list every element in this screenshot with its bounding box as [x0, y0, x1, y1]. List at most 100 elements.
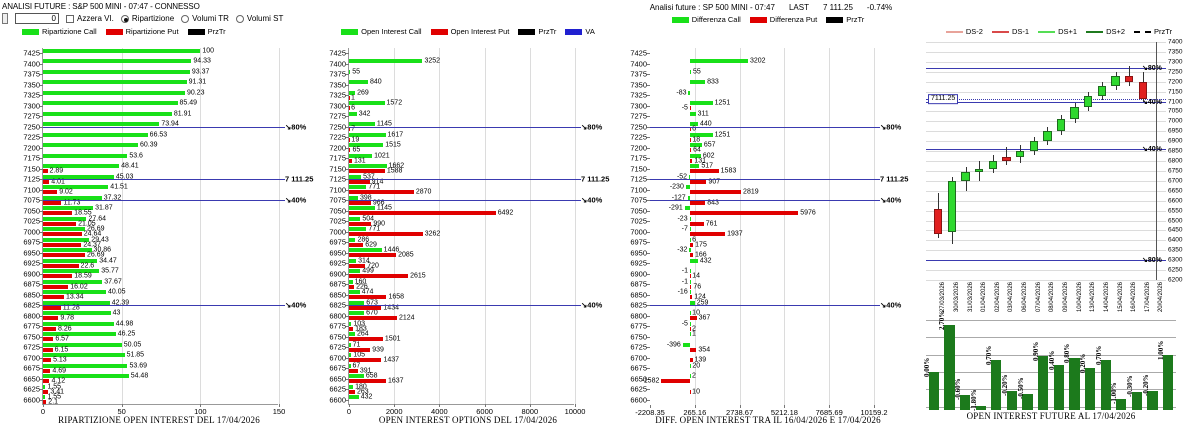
bar-call	[43, 353, 125, 358]
y-axis-label: 6700	[1168, 177, 1183, 185]
bar-call	[43, 258, 98, 263]
bar-put	[43, 400, 47, 405]
y-axis-label: 7275	[23, 111, 40, 121]
y-tick	[647, 357, 650, 359]
bar-pct	[1131, 392, 1143, 410]
x-tick-label: 10000	[564, 407, 586, 416]
y-axis-label: 6875	[630, 279, 647, 289]
bar-value-label: 26.69	[86, 225, 105, 233]
bar-value-label: 26.69	[86, 251, 105, 259]
bar-call	[349, 227, 367, 232]
y-tick	[346, 200, 349, 202]
y-axis-label: 6400	[1168, 236, 1183, 244]
chart3-caption: DIFF. OPEN INTEREST TRA IL 16/04/2026 E …	[655, 415, 881, 425]
y-tick	[647, 273, 650, 275]
bar-value-label: -5	[681, 104, 688, 112]
y-axis-label: 6850	[1168, 147, 1183, 155]
y-axis-label: 7150	[630, 164, 647, 173]
legend-label: PrzTr	[1154, 27, 1173, 36]
bar-put	[43, 274, 73, 279]
y-tick	[346, 347, 349, 349]
bar-value-label: 20	[692, 362, 701, 370]
x-date-label: 07/04/2026	[1035, 282, 1042, 313]
bar-value-label: 5.13	[53, 356, 67, 364]
bar-call	[349, 122, 375, 127]
x-date-label: 10/04/2026	[1076, 282, 1083, 313]
y-gridline	[926, 71, 1166, 73]
bar-pct	[1084, 368, 1096, 410]
bar-put	[689, 148, 692, 153]
y-tick	[40, 284, 43, 286]
y-axis-label: 6675	[630, 363, 647, 373]
y-gridline	[926, 220, 1166, 222]
bar-pct	[1163, 354, 1174, 410]
y-axis-label: 6850	[329, 290, 346, 299]
bar-value-label: 24.37	[83, 241, 101, 249]
y-axis-label: 6775	[329, 321, 346, 331]
legend-panel2: Open Interest Call Open Interest Put PrzTr…	[318, 24, 618, 36]
legend-label: Differenza Put	[769, 15, 818, 24]
radio-volumi-tr-label: Volumi TR	[192, 14, 229, 23]
y-tick	[647, 168, 650, 170]
bar-call	[349, 332, 355, 337]
bar-value-label: 139	[694, 356, 707, 364]
bar-call	[689, 321, 692, 326]
y-axis-label: 7150	[329, 164, 346, 173]
y-tick	[40, 378, 43, 380]
bar-call	[43, 342, 122, 347]
bar-call	[43, 269, 100, 274]
checkbox-azzera-vi[interactable]: Azzera VI.	[66, 14, 114, 23]
y-tick	[647, 389, 650, 391]
bar-call	[43, 195, 102, 200]
y-tick	[346, 210, 349, 212]
bar-call	[43, 321, 114, 326]
y-tick	[40, 368, 43, 370]
y-axis-label: 7225	[329, 132, 346, 142]
x-tick-label: -2208.35	[635, 408, 665, 417]
chart1-caption: RIPARTIZIONE OPEN INTEREST DEL 17/04/202…	[58, 415, 260, 425]
x-tick	[484, 404, 486, 407]
value-input[interactable]: 0	[15, 13, 59, 24]
y-axis-label: 7250	[23, 122, 40, 131]
y-tick	[40, 179, 43, 181]
y-tick	[647, 242, 650, 244]
bar-value-label: 91.31	[188, 78, 207, 86]
bar-put	[349, 211, 496, 216]
legend-item: Ripartizione Call	[22, 27, 97, 36]
radio-volumi-tr[interactable]: Volumi TR	[181, 14, 229, 23]
spinner-down-button[interactable]	[2, 13, 8, 24]
bar-value-label: 398	[359, 194, 372, 202]
last-label: LAST	[788, 3, 809, 12]
bar-call	[43, 311, 111, 316]
x-tick	[739, 405, 741, 408]
y-axis-label: 6750	[630, 332, 647, 341]
bar-call	[689, 80, 706, 85]
price-dash-line	[926, 99, 1166, 101]
bar-value-label: 1434	[383, 304, 399, 312]
bar-put	[349, 95, 351, 100]
bar-call	[689, 248, 691, 253]
bar-pct-label: -0.50%	[1016, 377, 1025, 399]
bar-pct-label: -0.20%	[1141, 374, 1150, 397]
bar-value-label: -7	[681, 225, 688, 233]
radio-ripartizione[interactable]: Ripartizione	[120, 14, 174, 23]
legend-item: Open Interest Call	[341, 27, 422, 36]
bar-call	[43, 185, 109, 190]
y-tick	[346, 252, 349, 254]
bar-put	[349, 127, 351, 132]
x-tick	[349, 404, 350, 407]
bar-value-label: 21.05	[78, 220, 96, 228]
bar-value-label: 907	[708, 178, 721, 186]
y-gridline	[926, 190, 1166, 192]
legend-item: PrzTr	[518, 27, 556, 36]
legend-label: DS+1	[1058, 27, 1078, 36]
bar-value-label: 50.05	[123, 341, 142, 349]
bar-value-label: 160	[354, 278, 367, 286]
radio-volumi-st[interactable]: Volumi ST	[235, 14, 283, 23]
bar-put	[43, 389, 49, 394]
y-axis-label: 7225	[23, 132, 40, 142]
y-axis-label: 7025	[329, 216, 346, 226]
candlestick	[1015, 151, 1025, 158]
bar-value-label: 6	[692, 125, 696, 133]
bar-pct-label: 0.90%	[1032, 342, 1041, 362]
